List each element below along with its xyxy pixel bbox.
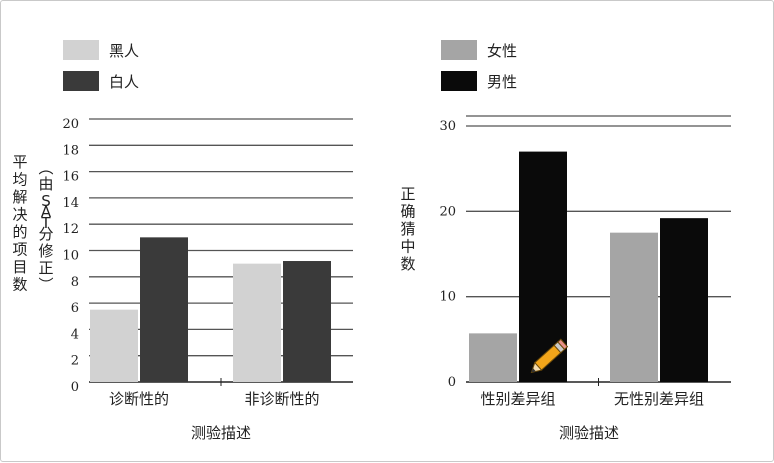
y-tick-label: 18 (62, 143, 79, 158)
legend-label: 白人 (109, 73, 139, 91)
legend-label: 男性 (487, 73, 517, 91)
legend-swatch (441, 40, 477, 60)
y-tick-label: 8 (71, 275, 79, 290)
y-tick-label: 0 (448, 375, 456, 390)
legend-swatch (441, 71, 477, 91)
y-axis-sublabel: ︵由 S A T 分修正︶ (38, 159, 53, 294)
y-tick-label: 10 (62, 249, 79, 264)
x-tick-label: 非诊断性的 (244, 390, 319, 408)
x-axis-label: 测验描述 (559, 424, 619, 442)
bar (469, 333, 517, 382)
y-axis-label: 正确猜中数 (400, 185, 415, 273)
legend-label: 黑人 (109, 42, 139, 60)
bar (233, 263, 281, 382)
x-tick-label: 诊断性的 (109, 390, 169, 408)
legend-label: 女性 (487, 42, 517, 60)
y-tick-label: 0 (71, 380, 79, 395)
y-tick-label: 10 (439, 290, 456, 305)
pencil-icon[interactable] (528, 338, 569, 376)
y-tick-label: 6 (71, 301, 79, 316)
y-tick-label: 30 (439, 119, 456, 134)
y-tick-label: 4 (71, 327, 79, 342)
x-axis-label: 测验描述 (191, 424, 251, 442)
y-tick-label: 20 (439, 204, 456, 219)
bar (283, 261, 331, 382)
y-tick-label: 16 (62, 170, 79, 185)
x-tick-label: 无性别差异组 (614, 390, 704, 408)
y-tick-label: 20 (62, 117, 79, 132)
bar (610, 232, 658, 382)
y-tick-label: 2 (71, 354, 79, 369)
legend-swatch (63, 71, 99, 91)
x-tick-label: 性别差异组 (480, 390, 555, 408)
bar (660, 218, 708, 382)
y-tick-label: 14 (62, 196, 79, 211)
y-axis-label: 平均解决的项目数 (12, 153, 27, 294)
bar (140, 237, 188, 382)
legend-swatch (63, 40, 99, 60)
bar (90, 309, 138, 382)
y-tick-label: 12 (62, 222, 79, 237)
